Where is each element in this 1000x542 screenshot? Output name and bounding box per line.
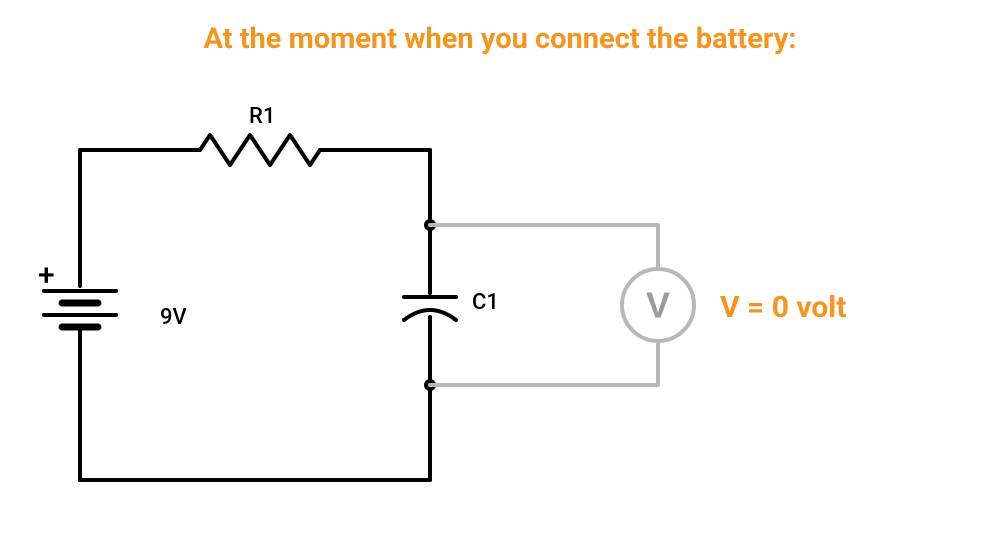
voltmeter-letter: V (646, 285, 670, 326)
resistor-symbol (200, 135, 320, 165)
voltmeter-branch: V (430, 225, 694, 385)
voltage-readout: V = 0 volt (720, 290, 846, 325)
resistor-label: R1 (249, 104, 275, 129)
battery-symbol (44, 291, 116, 327)
battery-value-label: 9V (160, 305, 187, 330)
circuit-diagram: V (0, 0, 1000, 542)
capacitor-label: C1 (472, 290, 499, 315)
battery-polarity-label: + (38, 258, 55, 293)
